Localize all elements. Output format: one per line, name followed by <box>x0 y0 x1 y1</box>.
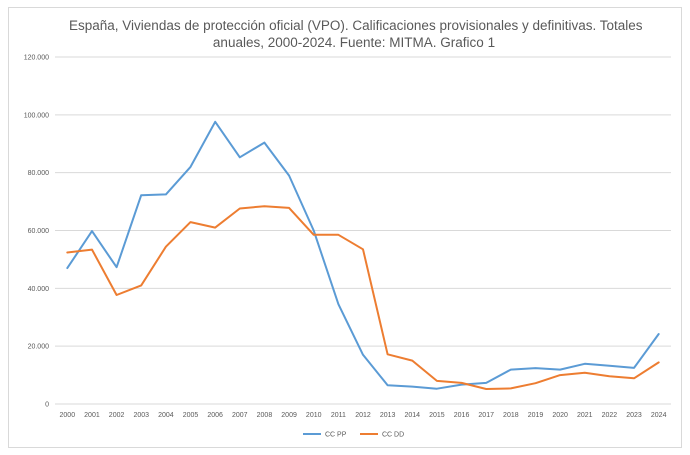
y-tick-label: 120.000 <box>24 55 49 62</box>
chart-frame: España, Viviendas de protección oficial … <box>8 7 682 448</box>
x-tick-label-2021: 2021 <box>577 412 593 419</box>
x-tick-label-2016: 2016 <box>454 412 470 419</box>
x-tick-label-2008: 2008 <box>257 412 273 419</box>
x-tick-label-2000: 2000 <box>60 412 76 419</box>
y-tick-label: 20.000 <box>28 344 50 351</box>
x-tick-label-2015: 2015 <box>429 412 445 419</box>
x-tick-label-2024: 2024 <box>651 412 667 419</box>
x-tick-label-2012: 2012 <box>355 412 371 419</box>
x-tick-label-2020: 2020 <box>552 412 568 419</box>
x-tick-label-2001: 2001 <box>84 412 100 419</box>
series-line-cc-dd <box>66 205 660 390</box>
x-tick-label-2013: 2013 <box>380 412 396 419</box>
y-tick-label: 80.000 <box>28 170 50 177</box>
x-tick-label-2017: 2017 <box>478 412 494 419</box>
line-chart: 0 20.000 40.000 60.000 80.000 100.000 120.000 2… <box>24 55 671 439</box>
x-tick-label-2022: 2022 <box>602 412 618 419</box>
x-tick-label-2003: 2003 <box>133 412 149 419</box>
x-tick-label-2005: 2005 <box>183 412 199 419</box>
x-tick-label-2023: 2023 <box>626 412 642 419</box>
x-tick-label-2006: 2006 <box>207 412 223 419</box>
chart-title-line-1: España, Viviendas de protección oficial … <box>69 18 643 33</box>
x-tick-label-2011: 2011 <box>331 412 346 419</box>
x-tick-label-2014: 2014 <box>404 412 420 419</box>
x-tick-label-2002: 2002 <box>109 412 125 419</box>
y-tick-label: 0 <box>45 402 49 409</box>
x-tick-label-2009: 2009 <box>281 412 297 419</box>
chart-title-line-2: anuales, 2000-2024. Fuente: MITMA. Grafi… <box>212 35 496 50</box>
series-line-cc-pp <box>66 120 660 390</box>
x-tick-label-2004: 2004 <box>158 412 174 419</box>
x-tick-label-2010: 2010 <box>306 412 322 419</box>
y-tick-label: 60.000 <box>28 228 50 235</box>
y-tick-label: 100.000 <box>24 112 49 119</box>
legend-label-cc-dd: CC DD <box>382 432 404 439</box>
x-tick-label-2018: 2018 <box>503 412 519 419</box>
legend-label-cc-pp: CC PP <box>325 432 347 439</box>
y-tick-label: 40.000 <box>28 286 50 293</box>
x-tick-label-2019: 2019 <box>528 412 544 419</box>
x-tick-label-2007: 2007 <box>232 412 248 419</box>
